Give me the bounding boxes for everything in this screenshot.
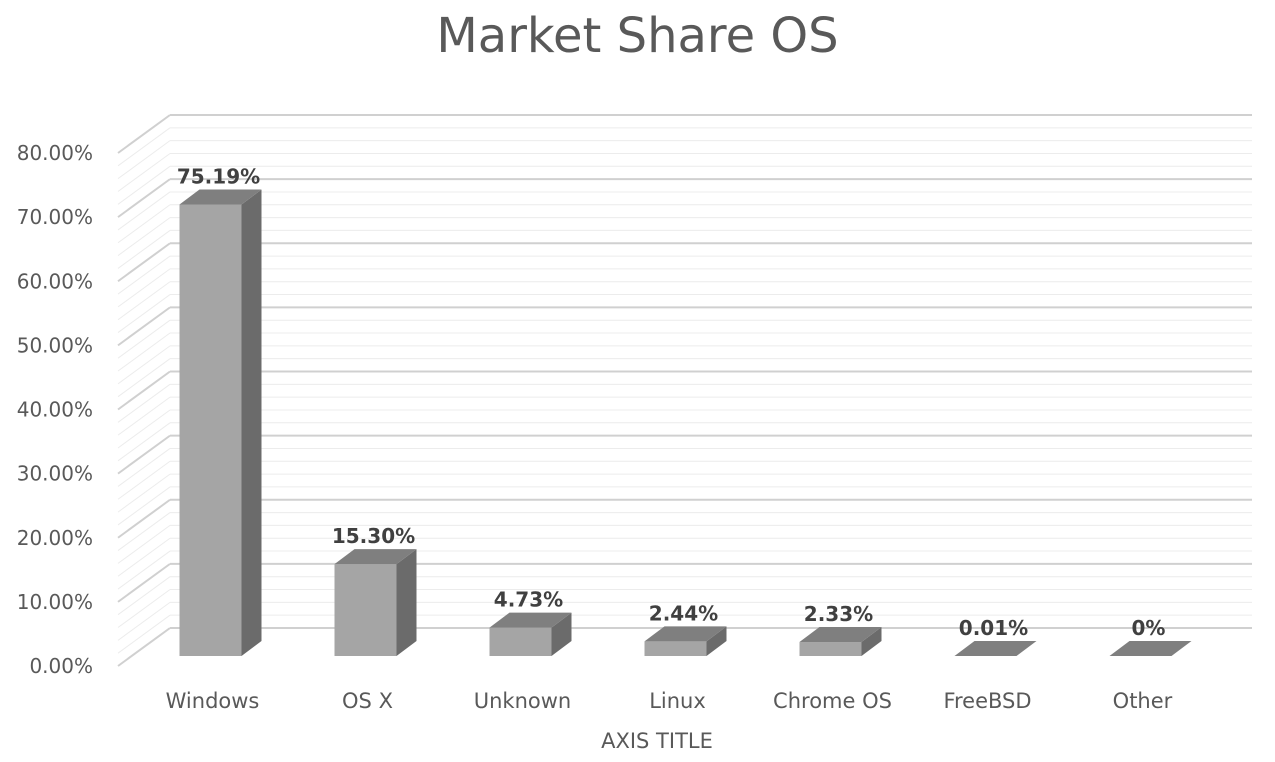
data-label: 0.01% (959, 616, 1028, 640)
gridline-side (117, 448, 171, 487)
bar-top (489, 612, 572, 628)
bar-front (799, 642, 862, 656)
gridline-side (117, 576, 171, 616)
gridline-side (117, 294, 171, 333)
gridline-side (117, 422, 171, 462)
y-tick-label: 0.00% (29, 654, 93, 678)
gridline-side (117, 191, 171, 231)
gridline-side (117, 512, 171, 551)
bar-side (1016, 640, 1037, 656)
gridline-side (117, 383, 171, 423)
y-tick-label: 30.00% (17, 462, 93, 486)
bar-top (1109, 641, 1192, 656)
y-tick-label: 40.00% (17, 398, 93, 422)
x-tick-label: OS X (342, 689, 393, 713)
y-tick-label: 60.00% (17, 269, 93, 293)
gridline-side (117, 140, 171, 180)
gridline-side (117, 345, 171, 385)
gridline-side (117, 358, 171, 398)
y-tick-label: 50.00% (17, 333, 93, 357)
gridline-side (117, 114, 171, 154)
gridline-side (117, 165, 171, 205)
chart-title: Market Share OS (436, 8, 839, 64)
gridline-side (117, 589, 171, 628)
gridline-side (117, 153, 171, 192)
gridline-side (117, 409, 171, 449)
bar-side (241, 189, 262, 656)
bar-front (489, 627, 552, 656)
data-label: 2.44% (649, 601, 718, 625)
data-label: 0% (1132, 616, 1166, 640)
gridline-side (117, 204, 171, 244)
gridline-side (117, 178, 171, 218)
gridline-side (117, 255, 171, 295)
gridline-side (117, 127, 171, 167)
x-tick-label: Chrome OS (773, 689, 892, 713)
gridline-side (117, 306, 171, 347)
x-tick-label: Linux (649, 689, 706, 713)
gridline-side (117, 319, 171, 359)
gridline-side (117, 332, 171, 372)
x-tick-label: Other (1113, 689, 1173, 713)
gridline-side (117, 537, 171, 577)
x-tick-label: Windows (166, 689, 260, 713)
y-tick-label: 10.00% (17, 590, 93, 614)
gridline-side (117, 242, 171, 283)
gridline-side (117, 230, 171, 269)
gridline-side (117, 614, 171, 654)
bar-side (551, 612, 572, 656)
x-tick-label: FreeBSD (943, 689, 1031, 713)
bar-front (179, 204, 242, 656)
data-label: 2.33% (804, 602, 873, 626)
gridline-side (117, 627, 171, 667)
y-tick-label: 80.00% (17, 141, 93, 165)
x-tick-label: Unknown (474, 689, 571, 713)
bar-side (396, 549, 417, 656)
gridline-side (117, 601, 171, 641)
bar-top (799, 627, 882, 643)
data-label: 15.30% (332, 524, 415, 548)
bar-front (334, 564, 397, 656)
y-tick-label: 20.00% (17, 526, 93, 550)
gridline-side (117, 281, 171, 321)
gridline-side (117, 460, 171, 500)
gridline-side (117, 268, 171, 308)
gridline-side (117, 396, 171, 436)
gridline-side (117, 217, 171, 257)
bar-front (644, 641, 707, 656)
bar-top (644, 626, 727, 642)
gridline-side (117, 563, 171, 603)
bar-side (706, 626, 727, 656)
gridline-side (117, 473, 171, 513)
bar-top (179, 189, 262, 205)
gridline-side (117, 486, 171, 526)
gridline-side (117, 498, 171, 539)
bar-top (334, 549, 417, 565)
gridline-side (117, 370, 171, 411)
bar-side (861, 627, 882, 656)
data-label: 75.19% (177, 164, 260, 188)
y-tick-label: 70.00% (17, 205, 93, 229)
data-label: 4.73% (494, 588, 563, 612)
x-axis-title: AXIS TITLE (601, 729, 713, 753)
bar-top (954, 640, 1037, 656)
gridline-side (117, 434, 171, 475)
gridline-side (117, 550, 171, 590)
gridline-side (117, 524, 171, 564)
